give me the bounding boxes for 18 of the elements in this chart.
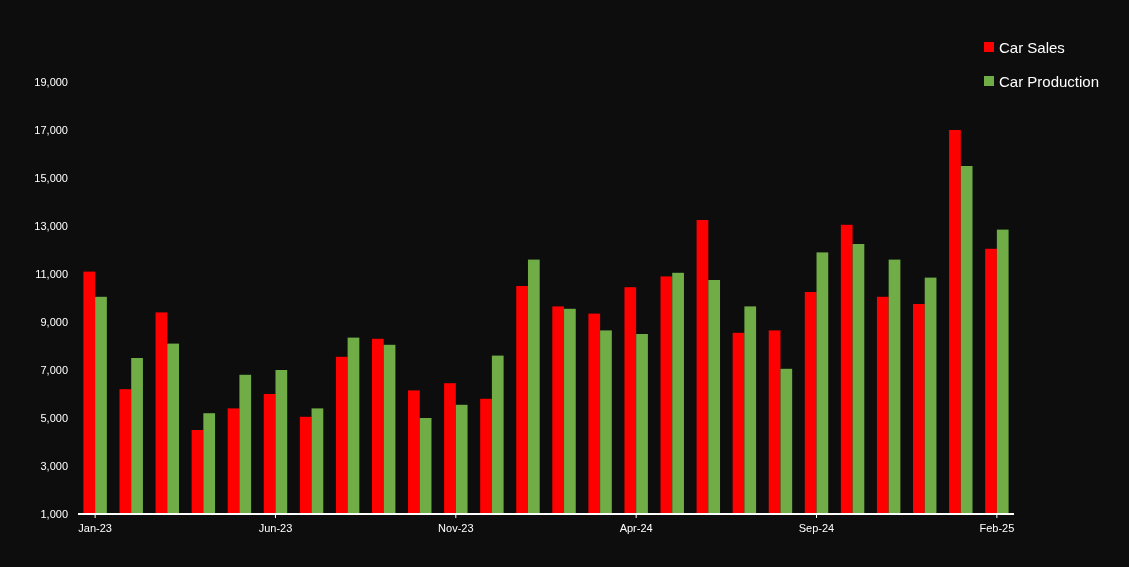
y-tick-label: 13,000 <box>34 219 68 232</box>
legend-label: Car Production <box>999 73 1100 91</box>
x-tick-label: Apr-24 <box>619 522 653 534</box>
x-tick-label: Nov-23 <box>438 522 474 534</box>
x-tick-label: Sep-24 <box>798 522 835 534</box>
y-tick-label: 11,000 <box>35 267 68 280</box>
x-tick-label: Jan-23 <box>78 522 112 534</box>
y-tick-label: 1,000 <box>40 507 68 520</box>
y-tick-label: 9,000 <box>40 315 68 328</box>
y-tick-label: 17,000 <box>34 123 68 136</box>
y-tick-label: 15,000 <box>34 171 68 184</box>
y-tick-label: 19,000 <box>34 75 68 88</box>
legend-label: Car Sales <box>999 39 1065 57</box>
y-tick-label: 5,000 <box>40 411 68 424</box>
x-tick-label: Jun-23 <box>258 522 293 534</box>
x-tick-label: Feb-25 <box>979 522 1015 534</box>
y-tick-label: 7,000 <box>40 363 68 376</box>
y-tick-label: 3,000 <box>40 459 68 472</box>
